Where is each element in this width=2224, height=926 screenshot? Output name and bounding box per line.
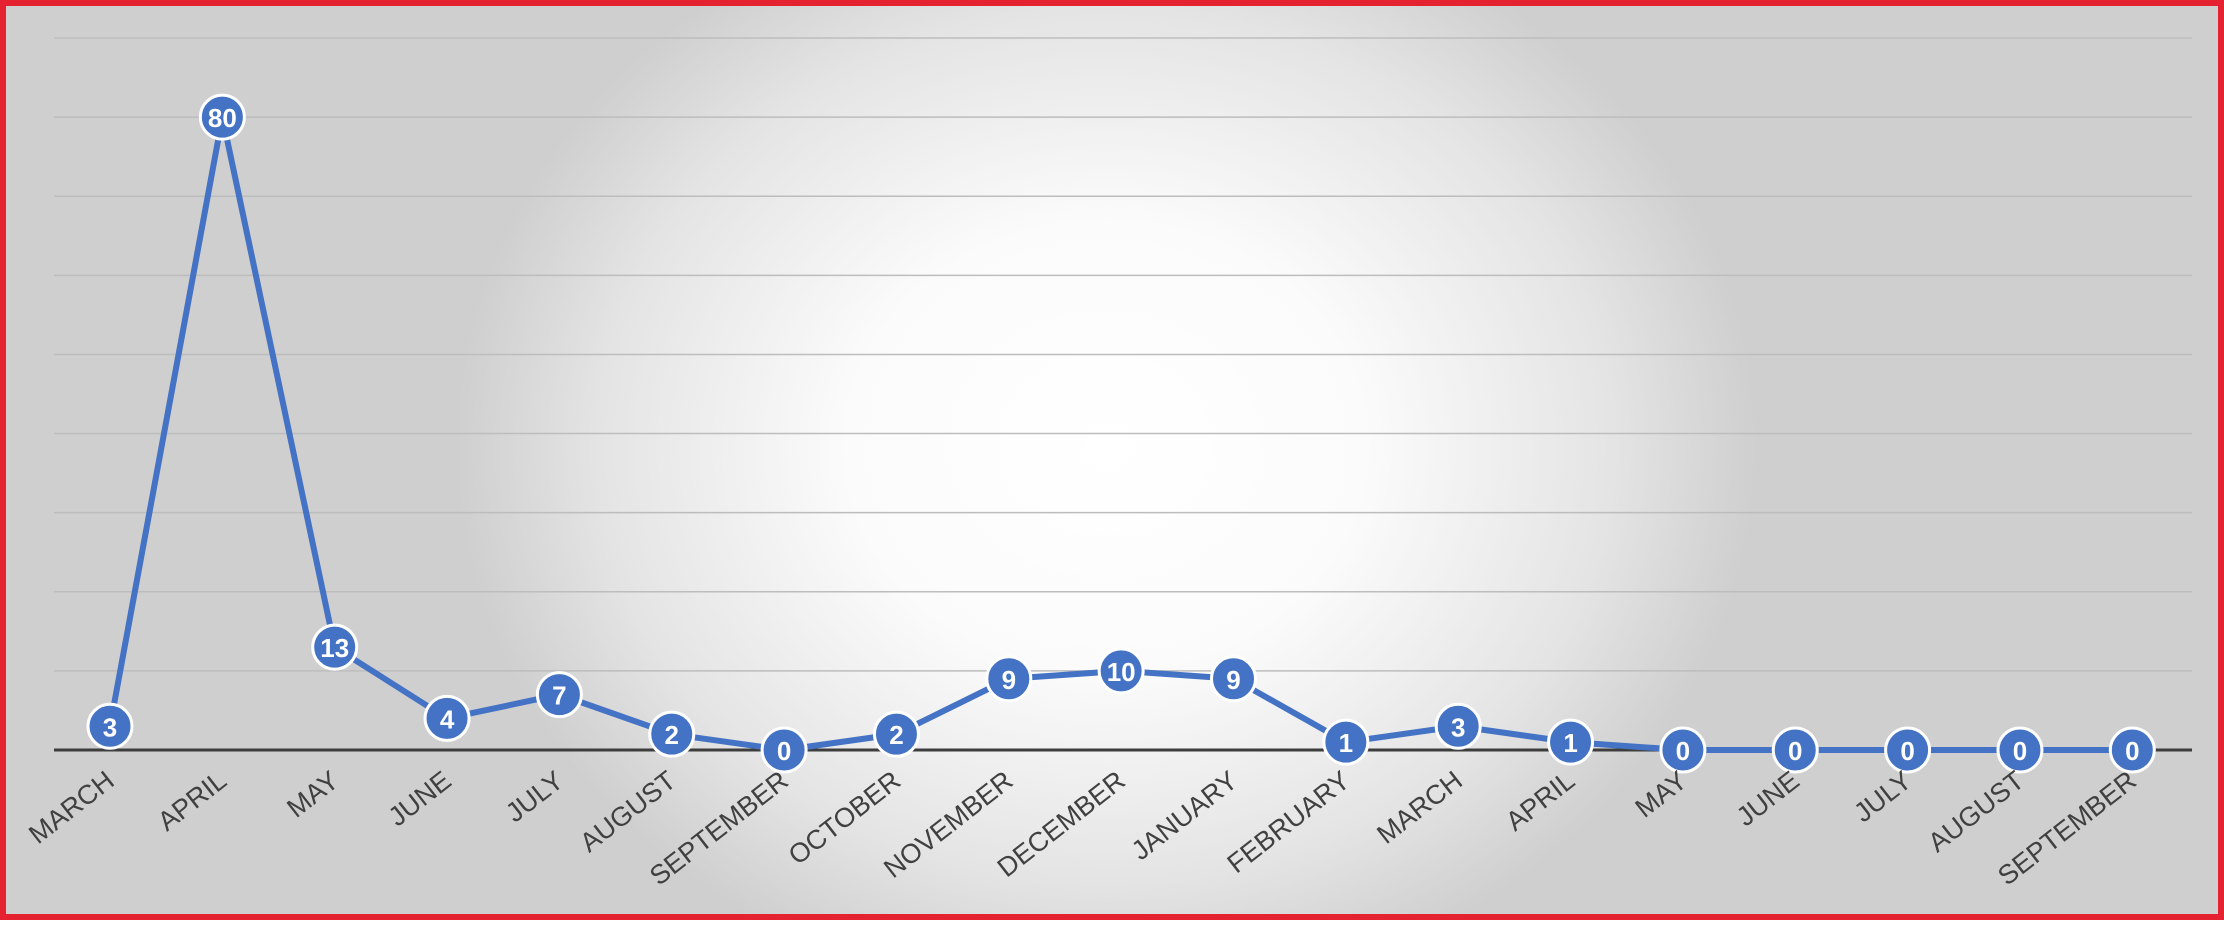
data-point-marker (311, 623, 359, 671)
data-label: 1 (1339, 728, 1353, 758)
data-label: 0 (1676, 736, 1690, 766)
data-label: 2 (665, 720, 679, 750)
data-label: 9 (1002, 665, 1016, 695)
x-tick-label: JUNE (383, 765, 457, 832)
data-point-marker (1097, 647, 1145, 695)
x-tick-label: FEBRUARY (1222, 765, 1356, 879)
x-tick-label: MAY (281, 765, 344, 823)
x-tick-label: JULY (500, 765, 569, 828)
x-tick-label: MARCH (1371, 765, 1467, 850)
data-point-marker (1771, 726, 1819, 774)
data-point-marker (760, 726, 808, 774)
data-point-marker (1884, 726, 1932, 774)
x-tick-label: JUNE (1731, 765, 1805, 832)
data-point-marker (2108, 726, 2156, 774)
x-tick-label: AUGUST (1923, 765, 2030, 858)
data-label: 13 (320, 633, 349, 663)
data-point-marker (1210, 655, 1257, 703)
data-label: 2 (889, 720, 903, 750)
x-tick-label: AUGUST (574, 765, 681, 858)
data-label: 10 (1107, 657, 1136, 687)
data-point-marker (535, 671, 583, 719)
data-point-marker (985, 655, 1033, 703)
x-tick-label: MARCH (23, 765, 119, 850)
data-point-marker (872, 710, 920, 758)
x-tick-label: MAY (1630, 765, 1693, 823)
data-point-marker (648, 710, 696, 758)
data-point-marker (1996, 726, 2044, 774)
x-tick-label: JANUARY (1126, 765, 1243, 866)
data-label: 7 (552, 681, 566, 711)
data-point-marker (198, 93, 246, 141)
data-label: 1 (1563, 728, 1577, 758)
data-label: 3 (103, 712, 117, 742)
data-point-marker (1547, 718, 1595, 766)
data-point-marker (423, 694, 471, 742)
data-label: 0 (1900, 736, 1914, 766)
data-point-marker (86, 702, 134, 750)
x-tick-label: APRIL (152, 765, 232, 837)
data-point-marker (1434, 702, 1482, 750)
x-tick-label: JULY (1848, 765, 1917, 828)
data-label: 4 (440, 704, 455, 734)
data-label: 0 (1788, 736, 1802, 766)
data-label: 0 (777, 736, 791, 766)
data-label: 0 (2013, 736, 2027, 766)
data-label: 9 (1226, 665, 1240, 695)
data-point-marker (1659, 726, 1707, 774)
data-label: 3 (1451, 712, 1465, 742)
data-label: 0 (2125, 736, 2139, 766)
data-point-marker (1322, 718, 1370, 766)
x-tick-label: APRIL (1500, 765, 1580, 837)
data-label: 80 (208, 103, 237, 133)
